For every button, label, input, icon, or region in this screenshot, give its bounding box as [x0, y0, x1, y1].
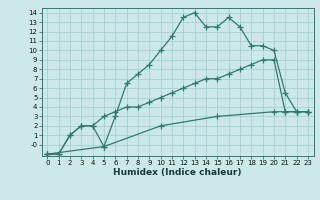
X-axis label: Humidex (Indice chaleur): Humidex (Indice chaleur) — [113, 168, 242, 177]
